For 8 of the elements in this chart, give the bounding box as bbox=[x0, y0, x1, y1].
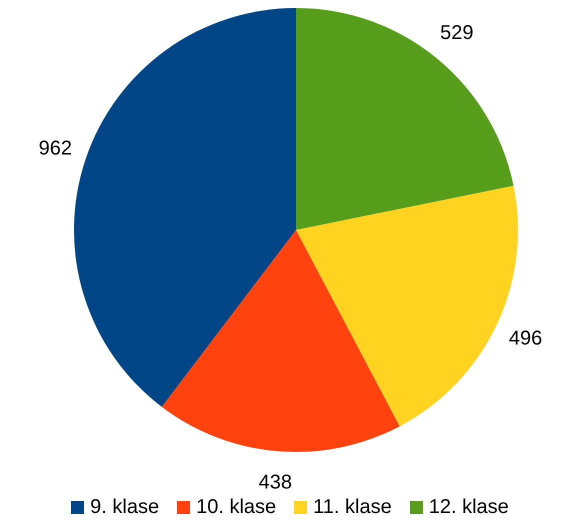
legend-label: 10. klase bbox=[196, 496, 276, 519]
data-label: 496 bbox=[508, 327, 542, 350]
legend-label: 12. klase bbox=[428, 496, 509, 519]
data-label: 438 bbox=[258, 472, 292, 494]
data-label: 529 bbox=[440, 22, 474, 44]
legend-label: 9. klase bbox=[90, 496, 160, 519]
data-label: 962 bbox=[38, 138, 72, 160]
legend-label: 11. klase bbox=[313, 496, 392, 519]
